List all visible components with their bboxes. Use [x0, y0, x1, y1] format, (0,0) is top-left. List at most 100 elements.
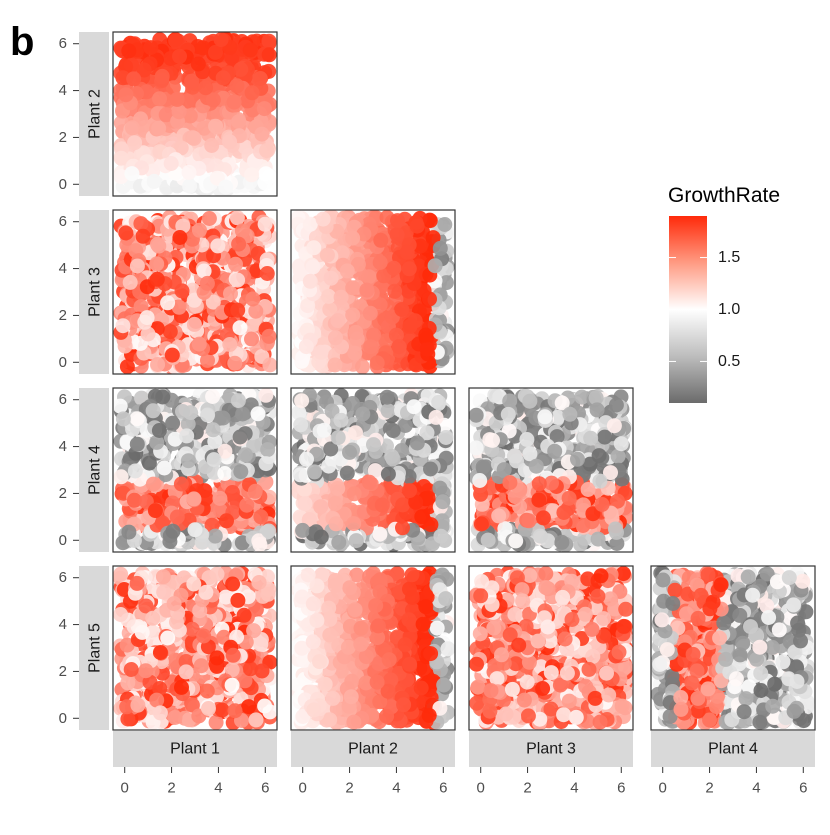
scatter-point: [607, 521, 623, 537]
scatter-point: [521, 513, 537, 529]
scatter-point: [422, 291, 437, 307]
scatter-point: [184, 73, 200, 89]
panel-border: [112, 387, 278, 553]
panel-points: [113, 32, 277, 196]
facet-panel: [290, 387, 456, 553]
scatter-point: [126, 492, 142, 508]
scatter-point: [472, 473, 488, 488]
scatter-point: [124, 120, 140, 136]
scatter-point: [307, 464, 322, 480]
scatter-point: [186, 130, 202, 146]
scatter-point: [496, 462, 512, 478]
scatter-point: [574, 389, 590, 405]
scatter-point: [385, 451, 401, 467]
panel-border: [112, 31, 278, 197]
scatter-point: [215, 70, 231, 86]
scatter-point: [313, 499, 329, 515]
scatter-point: [245, 291, 261, 307]
scatter-point: [215, 410, 231, 426]
scatter-point: [302, 216, 318, 232]
scatter-point: [239, 497, 255, 513]
scatter-point: [248, 303, 264, 319]
scatter-point: [122, 274, 138, 290]
scatter-point: [252, 71, 268, 86]
scatter-point: [173, 140, 189, 156]
scatter-point: [561, 490, 577, 506]
scatter-point: [366, 437, 381, 453]
scatter-point: [363, 339, 379, 355]
scatter-point: [575, 497, 591, 513]
scatter-point: [380, 403, 396, 419]
scatter-point: [522, 393, 538, 409]
scatter-point: [388, 327, 404, 343]
facet-panel: [112, 387, 278, 553]
scatter-point: [129, 258, 145, 274]
scatter-point: [129, 436, 145, 452]
scatter-point: [293, 417, 309, 433]
scatter-point: [168, 33, 184, 49]
scatter-point: [140, 326, 156, 342]
scatter-point: [362, 305, 378, 321]
scatter-point: [437, 217, 453, 232]
scatter-point: [402, 318, 418, 334]
scatter-point: [113, 398, 128, 414]
scatter-point: [547, 443, 563, 459]
scatter-point: [395, 520, 410, 536]
scatter-point: [119, 359, 135, 374]
scatter-point: [402, 483, 417, 499]
scatter-point: [395, 497, 411, 513]
scatter-point: [418, 327, 434, 343]
scatter-point: [186, 491, 202, 507]
scatter-point: [262, 357, 277, 373]
scatter-point: [171, 299, 187, 315]
scatter-point: [391, 339, 407, 355]
scatter-point: [169, 509, 185, 525]
scatter-point: [432, 480, 448, 496]
scatter-point: [200, 352, 215, 368]
facet-panel: [468, 387, 634, 553]
scatter-point: [427, 258, 443, 274]
scatter-point: [491, 508, 507, 524]
scatter-point: [247, 483, 263, 499]
scatter-point: [231, 114, 247, 130]
scatter-point: [186, 316, 202, 332]
scatter-point: [213, 32, 229, 48]
scatter-point: [361, 474, 377, 490]
scatter-point: [469, 407, 484, 423]
scatter-point: [147, 503, 163, 519]
scatter-point: [208, 44, 223, 60]
scatter-point: [205, 294, 221, 310]
scatter-point: [348, 425, 363, 441]
scatter-point: [165, 415, 181, 431]
scatter-point: [315, 211, 331, 227]
scatter-point: [438, 275, 454, 291]
scatter-point: [258, 388, 274, 403]
scatter-point: [150, 357, 166, 372]
scatter-point: [321, 288, 336, 304]
scatter-point: [419, 341, 435, 357]
scatter-point: [323, 270, 339, 286]
scatter-point: [143, 40, 159, 56]
scatter-point: [562, 406, 578, 422]
scatter-point: [115, 318, 131, 334]
scatter-point: [306, 240, 322, 256]
scatter-point: [390, 213, 405, 229]
scatter-point: [346, 486, 362, 502]
scatter-point: [174, 283, 190, 299]
scatter-point: [237, 447, 253, 463]
scatter-point: [261, 47, 277, 63]
scatter-point: [244, 331, 259, 347]
scatter-point: [434, 513, 450, 529]
scatter-point: [425, 230, 441, 246]
scatter-point: [420, 490, 436, 506]
scatter-point: [413, 238, 428, 254]
figure-label: b: [10, 20, 34, 64]
scatter-point: [387, 283, 403, 299]
scatter-point: [406, 399, 422, 415]
scatter-point: [172, 230, 188, 245]
scatter-point: [139, 310, 155, 326]
scatter-point: [145, 476, 161, 492]
scatter-point: [580, 482, 596, 497]
scatter-point: [160, 295, 176, 311]
scatter-point: [115, 411, 131, 427]
